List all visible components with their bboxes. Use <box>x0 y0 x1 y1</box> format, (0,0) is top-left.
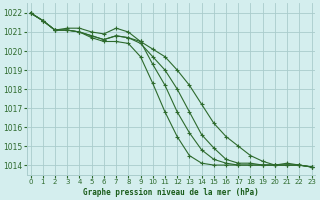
X-axis label: Graphe pression niveau de la mer (hPa): Graphe pression niveau de la mer (hPa) <box>83 188 259 197</box>
